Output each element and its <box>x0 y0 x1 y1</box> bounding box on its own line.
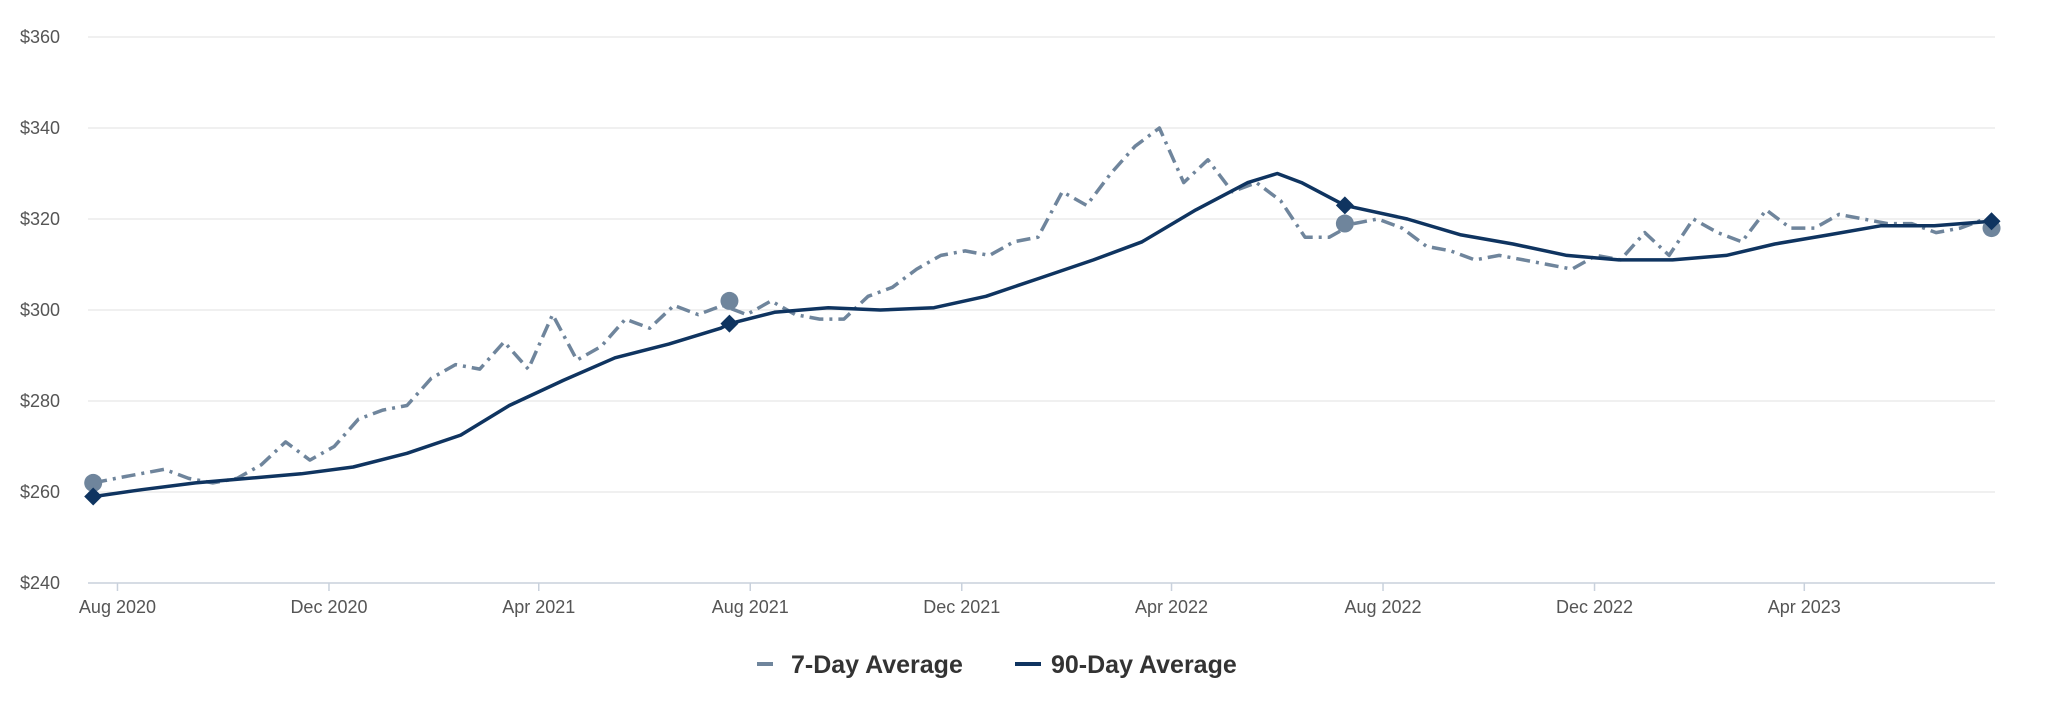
x-tick-label-apr-2021: Apr 2021 <box>502 597 575 617</box>
series-layer <box>92 126 1993 499</box>
grid-layer <box>88 36 1995 493</box>
legend-item-90-day-average[interactable]: 90-Day Average <box>1015 651 1237 679</box>
legend-label-90-day-average: 90-Day Average <box>1051 651 1237 679</box>
marker-7-day-average-1[interactable] <box>720 291 739 310</box>
x-tick-label-aug-2020: Aug 2020 <box>79 597 156 617</box>
x-tick-label-apr-2022: Apr 2022 <box>1135 597 1208 617</box>
series-line-7-day-average <box>92 126 1993 485</box>
legend-label-7-day-average: 7-Day Average <box>791 651 963 679</box>
x-tick-label-dec-2020: Dec 2020 <box>290 597 367 617</box>
marker-90-day-average-3[interactable] <box>1982 212 2001 231</box>
marker-layer <box>84 196 2001 506</box>
y-tick-label-260: $260 <box>20 482 60 502</box>
y-tick-label-360: $360 <box>20 27 60 47</box>
marker-7-day-average-0[interactable] <box>84 473 103 492</box>
axis-layer: $240 $260 $280 $300 $320 $340 $360 Aug 2020 Dec … <box>20 27 1995 617</box>
y-tick-label-340: $340 <box>20 118 60 138</box>
x-tick-label-aug-2022: Aug 2022 <box>1344 597 1421 617</box>
x-tick-label-dec-2022: Dec 2022 <box>1556 597 1633 617</box>
marker-90-day-average-0[interactable] <box>84 487 103 506</box>
x-tick-label-dec-2021: Dec 2021 <box>923 597 1000 617</box>
marker-7-day-average-2[interactable] <box>1335 214 1354 233</box>
y-tick-label-300: $300 <box>20 300 60 320</box>
x-tick-label-apr-2023: Apr 2023 <box>1768 597 1841 617</box>
marker-90-day-average-2[interactable] <box>1335 196 1354 215</box>
y-tick-label-240: $240 <box>20 573 60 593</box>
series-line-90-day-average <box>92 171 1992 499</box>
y-tick-label-320: $320 <box>20 209 60 229</box>
y-tick-label-280: $280 <box>20 391 60 411</box>
legend: 7-Day Average 90-Day Average <box>757 651 1237 679</box>
x-tick-label-aug-2021: Aug 2021 <box>712 597 789 617</box>
legend-item-7-day-average[interactable]: 7-Day Average <box>757 651 963 679</box>
marker-90-day-average-1[interactable] <box>720 314 739 333</box>
